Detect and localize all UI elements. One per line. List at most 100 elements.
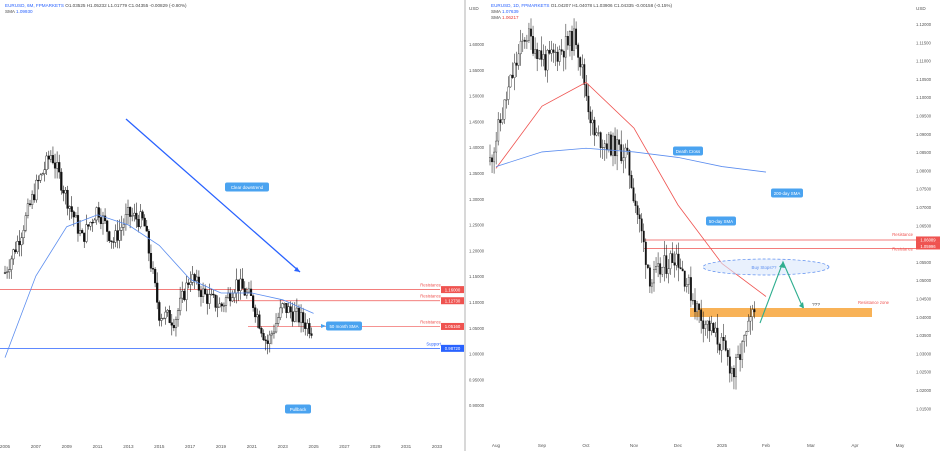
right-candle: [694, 300, 696, 312]
left-candle: [83, 232, 86, 242]
right-candle: [733, 368, 735, 378]
left-axis-tick: 1.55000: [469, 68, 485, 73]
left-candle: [172, 325, 175, 329]
left-candle: [302, 312, 305, 323]
left-x-tick: 2025: [308, 444, 319, 449]
left-price-tag: 0.98720: [445, 346, 461, 351]
annotation-clear-downtrend: Clear downtrend: [231, 185, 264, 190]
right-sma1-value: 1.07639: [501, 9, 519, 14]
right-candle: [585, 84, 588, 97]
right-sma2-value: 1.06217: [501, 15, 519, 20]
annotation-50-day-sma-bg: [706, 216, 736, 226]
left-candle: [256, 314, 259, 318]
right-candle: [552, 49, 555, 53]
right-candle: [571, 31, 573, 51]
left-candle: [299, 312, 303, 323]
panel-divider[interactable]: [464, 0, 466, 451]
chart-1d-eurusd[interactable]: EURUSD, 1D, FPMARKETS O1.04207 H1.04078 …: [466, 0, 940, 451]
sma-200-line: [495, 147, 767, 173]
right-candle: [523, 39, 526, 42]
right-candle: [597, 132, 600, 134]
right-axis-tick: 1.05000: [916, 278, 932, 283]
left-level-label: Resistance: [420, 294, 441, 299]
right-candle: [632, 187, 635, 202]
right-axis-tick: 1.10000: [916, 95, 932, 100]
right-candle: [511, 74, 514, 78]
right-candle: [495, 140, 498, 153]
left-candle: [106, 220, 109, 232]
right-candle: [706, 320, 709, 325]
right-candle: [540, 50, 543, 60]
left-candle: [181, 290, 184, 299]
right-candle: [607, 134, 610, 151]
left-candle: [3, 272, 7, 274]
left-price-tag: 1.16000: [445, 287, 461, 292]
right-candle: [556, 51, 559, 62]
right-x-tick: Apr: [851, 443, 859, 448]
right-candle: [595, 132, 598, 136]
right-candle: [679, 267, 682, 270]
left-candle: [233, 292, 236, 298]
right-candle: [499, 119, 502, 123]
left-plot[interactable]: 2005 2007 2009 2011 2013 2015 2017 2019 2021 2023…: [0, 0, 464, 451]
right-candle: [542, 54, 545, 60]
left-candle: [241, 278, 244, 289]
left-candle: [87, 224, 90, 227]
right-candle: [675, 253, 678, 266]
right-plot[interactable]: USD 1.60000 1.55000 1.50000 1.45000 1.40000 1.…: [466, 0, 940, 451]
left-candle: [247, 288, 251, 293]
right-candle: [747, 320, 750, 332]
right-candle: [638, 214, 641, 220]
left-candle: [60, 171, 63, 191]
right-candle: [687, 277, 690, 285]
right-candle: [669, 253, 672, 269]
left-level-label: Support: [426, 341, 442, 346]
right-candle: [667, 268, 670, 274]
right-x-tick: 2025: [717, 443, 728, 448]
right-candle: [513, 62, 516, 78]
left-candle: [66, 189, 69, 209]
left-candle: [41, 173, 44, 176]
left-candle: [189, 282, 192, 285]
left-candle: [249, 288, 253, 296]
left-candle: [195, 276, 198, 281]
right-axis-tick: 1.07500: [916, 187, 932, 192]
right-candle: [696, 303, 698, 312]
left-axis-tick: 1.15000: [469, 274, 485, 279]
left-axis-unit: USD: [469, 6, 479, 11]
chart-6m-eurusd[interactable]: EURUSD, 6M, FPMARKETS O1.03525 H1.05232 …: [0, 0, 464, 451]
left-axis-tick: 1.10000: [469, 300, 485, 305]
left-candle: [193, 274, 196, 281]
left-candle: [93, 219, 96, 223]
left-candle: [170, 322, 173, 326]
right-candle: [618, 139, 621, 145]
right-candle: [550, 49, 553, 54]
right-candle: [507, 86, 510, 100]
annotation-death-cross: Death Cross: [676, 149, 701, 154]
right-candle: [743, 335, 746, 342]
right-candle: [655, 266, 657, 270]
right-candle: [753, 309, 756, 313]
left-x-tick: 2027: [339, 444, 350, 449]
right-x-tick: Mar: [807, 443, 815, 448]
right-axis-tick: 1.02500: [916, 370, 932, 375]
annotation-50-month-sma: 50 month SMA: [329, 324, 358, 329]
right-candle: [737, 354, 739, 358]
left-price-tag-bg: [441, 297, 464, 305]
right-candle: [671, 253, 674, 263]
left-x-tick: 2029: [370, 444, 381, 449]
left-sma-label: SMA: [5, 9, 15, 14]
right-candle: [716, 327, 719, 345]
right-candle: [521, 39, 524, 42]
left-candle: [243, 288, 246, 296]
right-candle: [560, 49, 563, 52]
right-candle: [530, 28, 532, 37]
price-tag-2: 1.05996: [920, 244, 936, 249]
right-candle: [689, 277, 692, 301]
left-candle: [235, 279, 238, 294]
left-candle: [176, 310, 180, 320]
right-candle: [659, 263, 662, 275]
left-axis-tick: 1.45000: [469, 119, 485, 124]
right-axis-tick: 1.07000: [916, 205, 932, 210]
left-candle: [141, 211, 144, 219]
